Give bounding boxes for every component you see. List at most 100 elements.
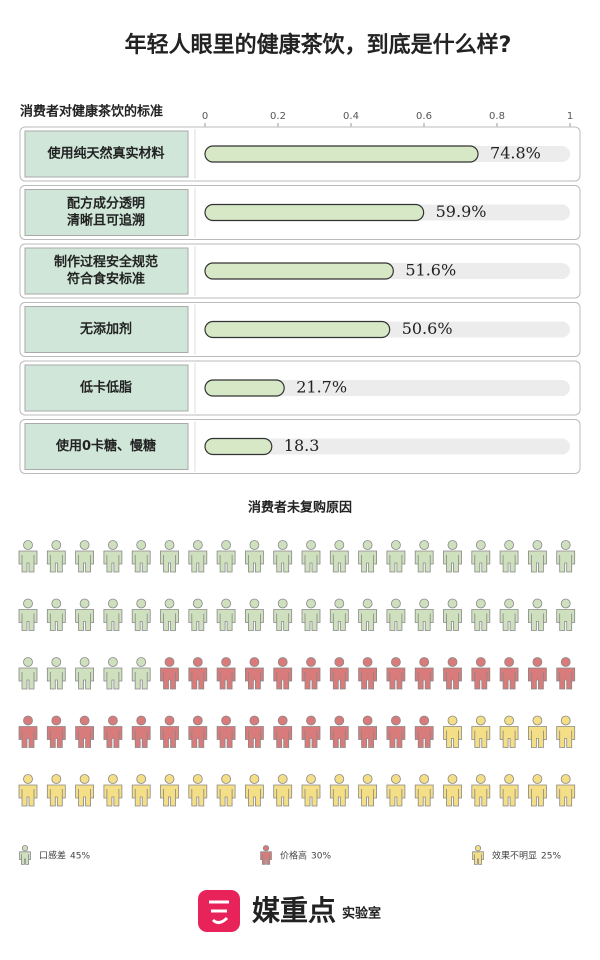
person-head: [362, 657, 373, 667]
person-head: [390, 715, 401, 726]
person-body: [329, 609, 349, 631]
person-body: [75, 726, 94, 748]
legend-value: 25%: [541, 852, 561, 862]
person-body: [386, 784, 406, 807]
person-body: [358, 609, 377, 631]
person-head: [51, 540, 62, 550]
person-head: [475, 715, 486, 726]
person-head: [51, 657, 62, 667]
person-head: [447, 774, 458, 784]
person-body: [216, 609, 236, 631]
person-head: [474, 845, 482, 852]
person-head: [560, 715, 571, 726]
person-head: [23, 540, 33, 550]
person-head: [306, 774, 316, 784]
person-body: [46, 609, 66, 631]
person-head: [532, 598, 543, 609]
person-body: [499, 609, 519, 631]
person-body: [358, 784, 377, 807]
person-head: [192, 598, 203, 609]
person-head: [447, 598, 458, 609]
person-body: [103, 784, 123, 807]
person-body: [131, 609, 151, 631]
value-label: 50.6%: [402, 319, 453, 338]
person-body: [386, 667, 406, 690]
person-head: [79, 598, 90, 609]
person-body: [46, 784, 66, 807]
person-body: [329, 667, 349, 690]
person-body: [386, 550, 406, 573]
person-head: [334, 598, 345, 609]
person-body: [75, 784, 94, 807]
person-body: [329, 784, 349, 807]
person-body: [273, 667, 293, 690]
page-title: 年轻人眼里的健康茶饮，到底是什么样?: [125, 32, 512, 58]
person-head: [249, 657, 260, 667]
value-label: 51.6%: [405, 261, 456, 280]
person-body: [556, 784, 576, 807]
person-body: [18, 784, 38, 807]
person-body: [160, 726, 179, 748]
person-head: [532, 715, 543, 726]
person-body: [471, 784, 491, 807]
person-body: [216, 784, 236, 807]
person-body: [358, 667, 377, 690]
person-body: [245, 550, 264, 573]
legend-item: 价格高 30%: [260, 845, 331, 865]
person-head: [362, 540, 373, 550]
person-body: [358, 726, 377, 748]
category-label: 使用纯天然真实材料: [46, 146, 164, 162]
category-box: [24, 189, 189, 236]
person-head: [249, 540, 260, 550]
person-head: [532, 774, 543, 784]
person-body: [443, 667, 462, 690]
person-head: [334, 657, 345, 667]
person-head: [560, 540, 571, 550]
category-box: [24, 306, 189, 353]
person-head: [504, 540, 515, 550]
person-body: [386, 609, 406, 631]
person-head: [164, 540, 175, 550]
person-head: [108, 715, 118, 726]
category-label: 低卡低脂: [79, 380, 132, 396]
person-head: [136, 774, 147, 784]
logo-name: 媒重点: [252, 894, 336, 927]
category-icons: [18, 540, 576, 690]
person-head: [221, 657, 232, 667]
person-body: [131, 550, 151, 573]
person-head: [447, 657, 458, 667]
person-head: [306, 540, 316, 550]
person-head: [23, 715, 33, 726]
person-body: [103, 609, 123, 631]
person-body: [414, 726, 434, 748]
person-head: [504, 598, 515, 609]
person-head: [136, 540, 147, 550]
person-head: [23, 598, 33, 609]
person-body: [443, 726, 462, 748]
legend-value: 45%: [70, 852, 90, 862]
person-body: [499, 726, 519, 748]
person-head: [249, 715, 260, 726]
person-head: [108, 774, 118, 784]
person-body: [301, 609, 321, 631]
x-tick-label: 0.8: [489, 111, 505, 122]
person-head: [419, 774, 430, 784]
category-label: 使用0卡糖、慢糖: [55, 438, 156, 454]
person-body: [414, 784, 434, 807]
x-tick-label: 0.2: [270, 111, 286, 122]
person-head: [164, 774, 175, 784]
person-body: [556, 667, 576, 690]
person-head: [419, 598, 430, 609]
person-body: [472, 851, 484, 865]
person-head: [221, 715, 232, 726]
person-body: [103, 550, 123, 573]
person-body: [103, 667, 123, 690]
person-body: [75, 550, 94, 573]
person-body: [499, 784, 519, 807]
person-body: [18, 550, 38, 573]
person-head: [192, 774, 203, 784]
person-head: [249, 598, 260, 609]
legend-item: 效果不明显 25%: [472, 845, 561, 865]
person-head: [390, 540, 401, 550]
person-head: [79, 540, 90, 550]
